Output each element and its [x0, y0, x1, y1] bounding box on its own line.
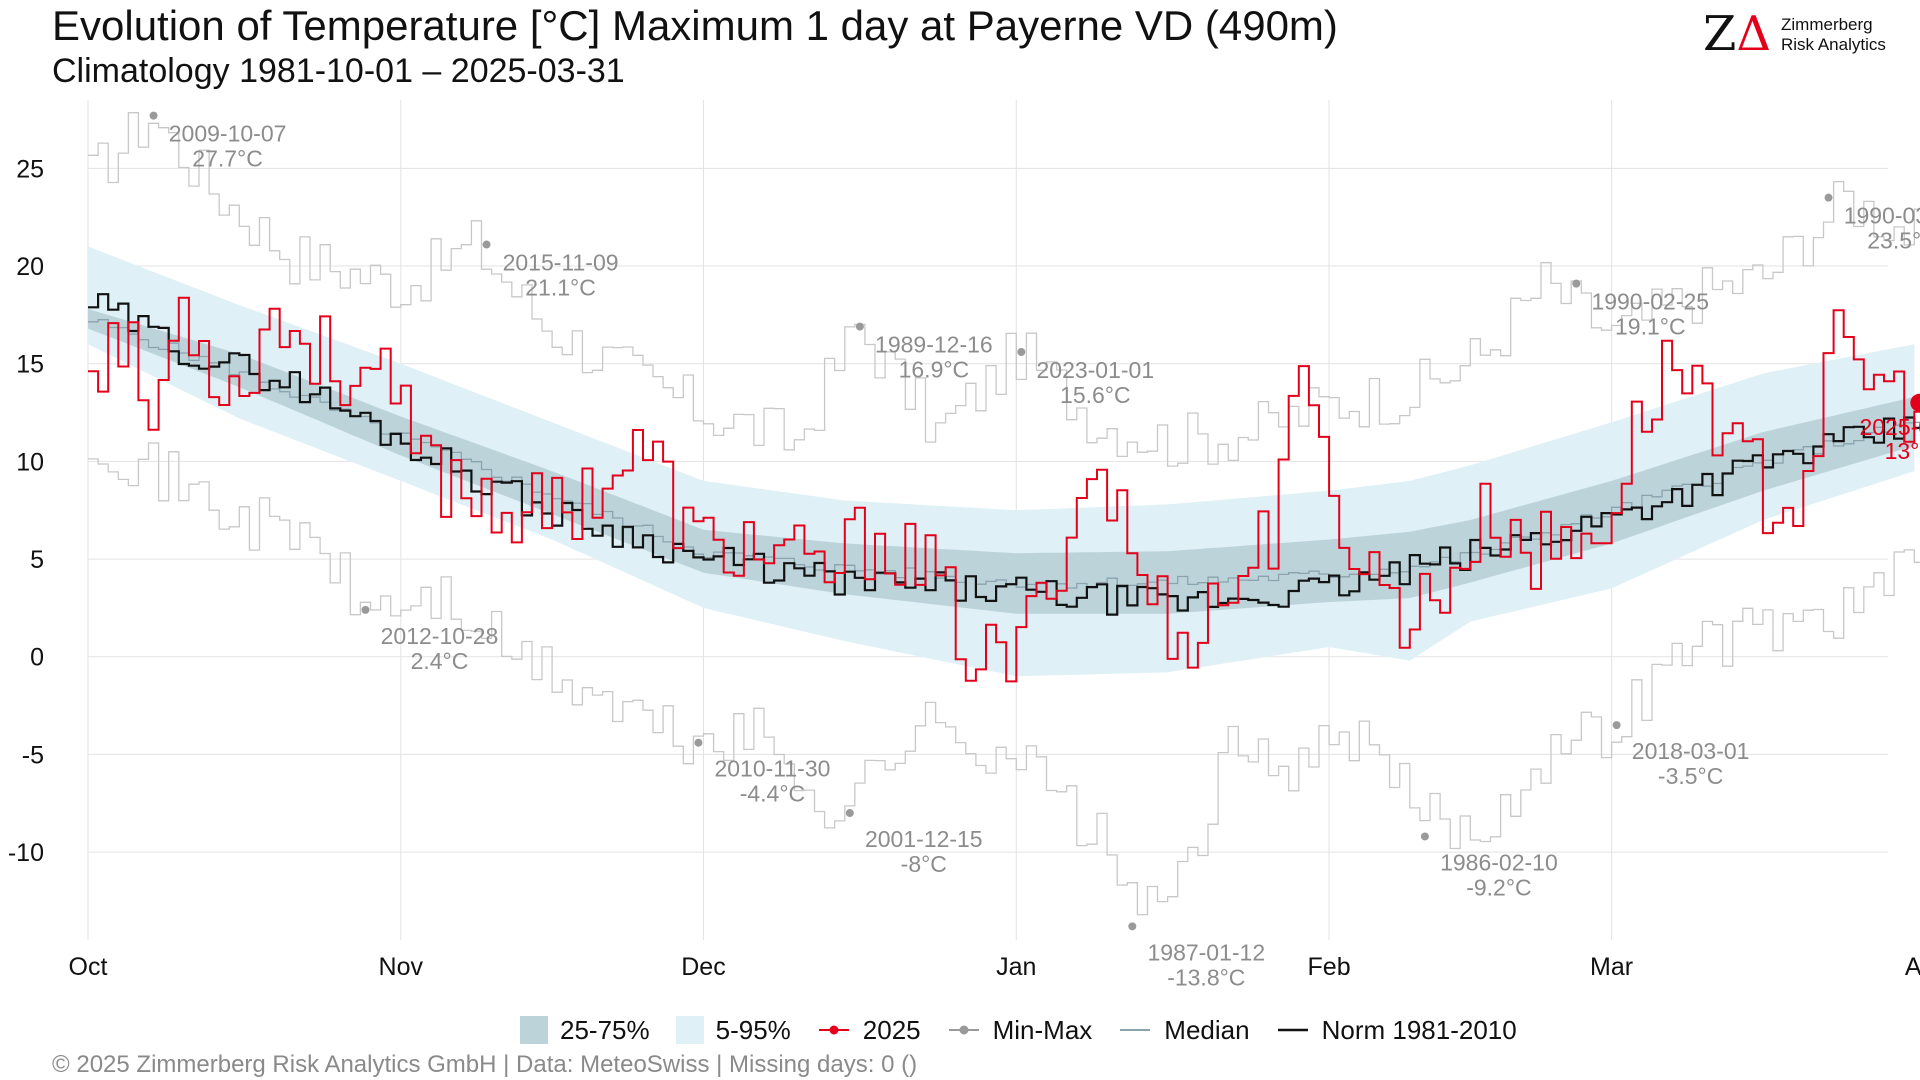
- y-tick-label: 0: [30, 644, 44, 672]
- extreme-min-point: [694, 738, 703, 747]
- last-point-marker: [1910, 393, 1920, 412]
- x-tick-label: Nov: [379, 953, 424, 981]
- legend-key-median: [1120, 1029, 1151, 1031]
- extreme-max-date: 2015-11-09: [503, 250, 619, 276]
- logo-line-1: Zimmerberg: [1781, 15, 1873, 34]
- extreme-min-value: -9.2°C: [1466, 874, 1531, 900]
- extreme-max-date: 2009-10-07: [169, 121, 287, 147]
- extreme-max-date: 2023-01-01: [1036, 357, 1154, 383]
- footer-credit: © 2025 Zimmerberg Risk Analytics GmbH | …: [52, 1051, 918, 1078]
- extreme-max-value: 23.5°C: [1867, 228, 1920, 254]
- extreme-min-value: -4.4°C: [740, 781, 805, 807]
- min-max-lines: [88, 112, 1920, 916]
- legend-swatch-band-inner: [520, 1016, 548, 1044]
- legend-label-median: Median: [1164, 1014, 1250, 1045]
- extreme-min-point: [361, 605, 370, 614]
- min-line: [88, 442, 1920, 916]
- extreme-max-point: [482, 240, 491, 249]
- logo-mark-delta: Δ: [1736, 6, 1772, 62]
- logo-mark: ZΔ: [1703, 8, 1771, 60]
- y-tick-label: 15: [16, 351, 44, 379]
- legend-label-band-outer: 5-95%: [715, 1014, 791, 1045]
- extreme-max-value: 19.1°C: [1615, 314, 1686, 340]
- legend-swatch-band-outer: [675, 1016, 704, 1044]
- legend: 25-75% 5-95% 2025 Min-Max Median Norm 19…: [520, 1012, 1543, 1048]
- extreme-min-date: 1986-02-10: [1440, 849, 1558, 875]
- current-series-group: 2025-03-3113°C: [88, 296, 1920, 683]
- band-25-75: [88, 309, 1915, 614]
- extreme-min-date: 1987-01-12: [1147, 939, 1265, 965]
- x-tick-label: Mar: [1590, 953, 1633, 981]
- extreme-max-point: [149, 111, 158, 120]
- logo-mark-z: Z: [1703, 6, 1737, 62]
- legend-key-minmax: [948, 1025, 979, 1035]
- extreme-min-point: [1128, 922, 1137, 931]
- logo-text: Zimmerberg Risk Analytics: [1781, 15, 1886, 55]
- legend-item-band-outer: 5-95%: [675, 1014, 791, 1046]
- legend-label-current: 2025: [862, 1014, 921, 1045]
- extreme-max-point: [1824, 193, 1833, 202]
- current-line: [88, 296, 1920, 683]
- extreme-max-value: 27.7°C: [192, 146, 263, 172]
- legend-label-band-inner: 25-75%: [560, 1014, 650, 1045]
- extreme-min-date: 2010-11-30: [714, 756, 830, 782]
- axis-labels: -10 -5 0 5 10 15 20 25 Oct Nov Dec Jan Feb Mar Apr: [8, 155, 1920, 981]
- legend-item-median: Median: [1118, 1014, 1250, 1046]
- max-line: [88, 112, 1920, 467]
- legend-label-norm: Norm 1981-2010: [1321, 1014, 1517, 1045]
- x-tick-label: Jan: [996, 953, 1036, 981]
- legend-item-current: 2025: [817, 1015, 921, 1046]
- extreme-min-value: -13.8°C: [1167, 964, 1245, 990]
- legend-item-band-inner: 25-75%: [520, 1015, 650, 1046]
- y-tick-label: 25: [16, 155, 44, 183]
- extreme-max-date: 1990-03-22: [1844, 203, 1920, 229]
- y-tick-label: -10: [8, 839, 44, 867]
- extreme-min-point: [1612, 721, 1621, 730]
- legend-key-norm: [1277, 1028, 1308, 1032]
- y-tick-label: -5: [22, 741, 44, 769]
- legend-item-norm: Norm 1981-2010: [1276, 1015, 1517, 1046]
- extreme-min-date: 2001-12-15: [865, 826, 983, 852]
- extreme-min-date: 2018-03-01: [1632, 738, 1750, 764]
- norm-line: [88, 293, 1920, 616]
- extreme-min-value: -3.5°C: [1658, 763, 1723, 789]
- norm-line-group: [88, 293, 1920, 616]
- x-tick-label: Dec: [681, 953, 725, 981]
- extreme-max-value: 21.1°C: [525, 275, 596, 301]
- x-tick-label: Apr: [1905, 953, 1920, 981]
- legend-key-current: [818, 1025, 849, 1035]
- y-tick-label: 5: [30, 546, 44, 574]
- extreme-min-date: 2012-10-28: [381, 623, 499, 649]
- x-tick-label: Oct: [69, 953, 108, 981]
- x-tick-label: Feb: [1308, 953, 1351, 981]
- extreme-min-point: [1420, 832, 1429, 841]
- extreme-max-point: [1017, 348, 1026, 356]
- extreme-max-point: [855, 322, 864, 331]
- y-tick-label: 20: [16, 253, 44, 281]
- logo-line-2: Risk Analytics: [1781, 35, 1886, 54]
- last-point-value: 13°C: [1885, 438, 1920, 464]
- percentile-bands: [88, 246, 1915, 677]
- chart-subtitle: Climatology 1981-10-01 – 2025-03-31: [52, 52, 625, 90]
- extreme-min-value: -8°C: [901, 851, 947, 877]
- chart-title: Evolution of Temperature [°C] Maximum 1 …: [52, 2, 1338, 49]
- extreme-max-date: 1990-02-25: [1591, 289, 1709, 315]
- last-point-date: 2025-03-31: [1859, 414, 1920, 440]
- extreme-max-point: [1572, 279, 1581, 288]
- extreme-min-point: [845, 809, 854, 818]
- extreme-max-value: 16.9°C: [899, 357, 970, 383]
- y-tick-label: 10: [16, 448, 44, 476]
- legend-label-minmax: Min-Max: [992, 1014, 1093, 1045]
- extreme-max-date: 1989-12-16: [875, 332, 993, 358]
- legend-item-minmax: Min-Max: [947, 1014, 1093, 1046]
- extreme-max-value: 15.6°C: [1060, 382, 1131, 408]
- extreme-min-value: 2.4°C: [411, 648, 469, 674]
- company-logo: ZΔ Zimmerberg Risk Analytics: [1703, 8, 1903, 60]
